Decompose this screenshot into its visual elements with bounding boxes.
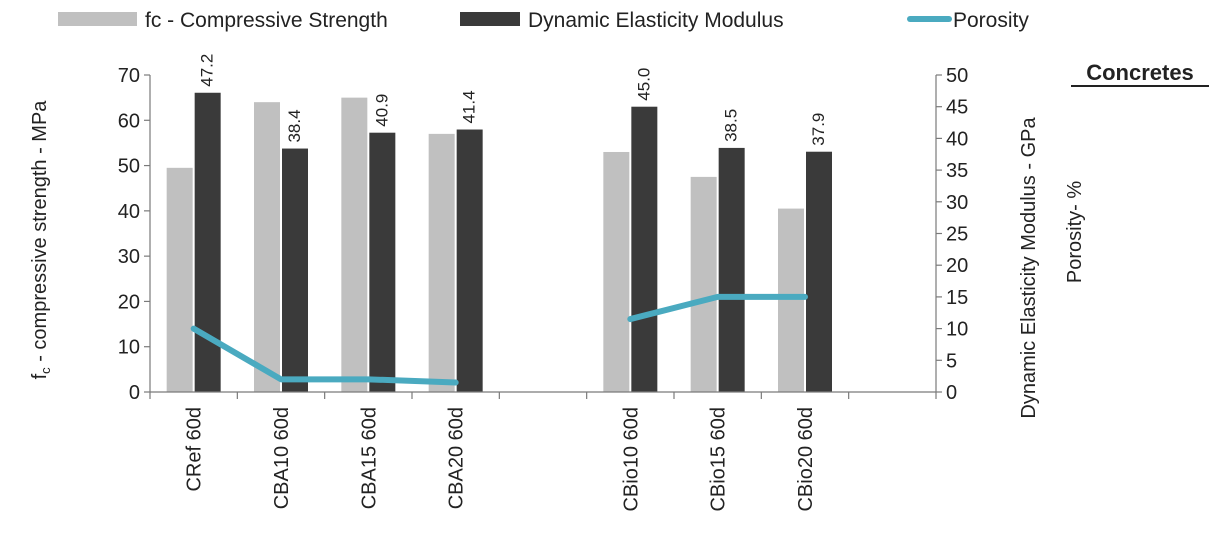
- bar-elasticity-cba20-60d: [456, 129, 483, 393]
- bar-elasticity-cba15-60d: [369, 132, 396, 392]
- y-right-axis-label: Dynamic Elasticity Modulus - GPa: [1018, 117, 1040, 419]
- y-right-tick-label-30: 30: [946, 192, 968, 214]
- data-label-elasticity-cba20-60d: 41.4: [460, 90, 479, 123]
- y-right-tick-label-10: 10: [946, 319, 968, 341]
- bar-compressive-cba10-60d: [254, 102, 280, 393]
- bars-layer: [166, 92, 832, 393]
- y-right-tick-label-20: 20: [946, 255, 968, 277]
- y-left-tick-label-0: 0: [129, 382, 140, 404]
- y-left-label-main: f: [29, 373, 51, 379]
- bar-elasticity-cbio15-60d: [718, 147, 745, 392]
- legend-label-fc-compressive-strength: fc - Compressive Strength: [145, 9, 388, 32]
- data-labels-layer: 47.2 38.4 40.9 41.4 45.0 38.5 37.9: [198, 54, 828, 146]
- y-left-label-sub: c: [38, 367, 53, 374]
- y-right-tick-label-0: 0: [946, 382, 957, 404]
- x-tick-label-cref-60d: CRef 60d: [184, 407, 206, 492]
- y-left-tick-label-10: 10: [118, 337, 140, 359]
- bar-elasticity-cbio20-60d: [806, 151, 832, 392]
- axes-layer: 0 10 20 30 40 50 60 70 0 5 10 15 20 25 30 35 40 45 50 CRef …: [118, 65, 969, 512]
- bar-elasticity-cbio10-60d: [631, 106, 658, 392]
- x-tick-label-cba10-60d: CBA10 60d: [271, 407, 293, 509]
- data-label-elasticity-cbio10-60d: 45.0: [634, 68, 653, 101]
- porosity-line-segment: [627, 293, 808, 323]
- y-right-tick-label-15: 15: [946, 287, 968, 309]
- porosity-line-layer: [190, 293, 808, 386]
- bar-compressive-cba20-60d: [428, 133, 455, 392]
- legend-swatch-fc-compressive-strength: [58, 12, 137, 26]
- bar-compressive-cbio20-60d: [778, 208, 804, 392]
- bar-compressive-cbio10-60d: [603, 151, 630, 392]
- legend-label-porosity: Porosity: [953, 9, 1029, 32]
- data-label-elasticity-cref-60d: 47.2: [198, 54, 217, 87]
- bar-elasticity-cba10-60d: [282, 148, 308, 392]
- data-label-elasticity-cba10-60d: 38.4: [285, 109, 304, 142]
- bar-compressive-cba15-60d: [341, 97, 368, 393]
- legend-label-dynamic-elasticity-modulus: Dynamic Elasticity Modulus: [528, 9, 784, 32]
- x-tick-label-cbio20-60d: CBio20 60d: [795, 407, 817, 512]
- y-left-tick-label-60: 60: [118, 110, 140, 132]
- y-right-tick-label-25: 25: [946, 224, 968, 246]
- y-right-tick-label-5: 5: [946, 350, 957, 372]
- x-tick-label-cba20-60d: CBA20 60d: [446, 407, 468, 509]
- bar-compressive-cbio15-60d: [690, 176, 717, 392]
- x-tick-label-cba15-60d: CBA15 60d: [358, 407, 380, 509]
- data-label-elasticity-cbio20-60d: 37.9: [809, 113, 828, 146]
- legend: fc - Compressive Strength Dynamic Elastic…: [58, 9, 1029, 32]
- y-right-tick-label-40: 40: [946, 128, 968, 150]
- legend-swatch-dynamic-elasticity-modulus: [460, 12, 520, 26]
- y-left-tick-label-40: 40: [118, 201, 140, 223]
- y-left-tick-label-70: 70: [118, 65, 140, 87]
- chart-title: Concretes: [1086, 60, 1194, 85]
- y-right-tick-label-35: 35: [946, 160, 968, 182]
- x-tick-label-cbio10-60d: CBio10 60d: [620, 407, 642, 512]
- y-left-label-rest: - compressive strength - MPa: [29, 100, 51, 368]
- y-left-tick-label-30: 30: [118, 246, 140, 268]
- y-left-tick-label-50: 50: [118, 156, 140, 178]
- x-tick-label-cbio15-60d: CBio15 60d: [708, 407, 730, 512]
- bar-compressive-cref-60d: [166, 167, 193, 392]
- y-right-tick-label-50: 50: [946, 65, 968, 87]
- porosity-line-segment: [190, 325, 459, 386]
- y-left-axis-label: fc - compressive strength - MPa: [29, 100, 53, 380]
- y-right-axis-label-porosity: Porosity- %: [1064, 181, 1086, 283]
- y-right-tick-label-45: 45: [946, 97, 968, 119]
- data-label-elasticity-cba15-60d: 40.9: [372, 94, 391, 127]
- y-left-tick-label-20: 20: [118, 291, 140, 313]
- bar-elasticity-cref-60d: [194, 92, 221, 392]
- data-label-elasticity-cbio15-60d: 38.5: [722, 109, 741, 142]
